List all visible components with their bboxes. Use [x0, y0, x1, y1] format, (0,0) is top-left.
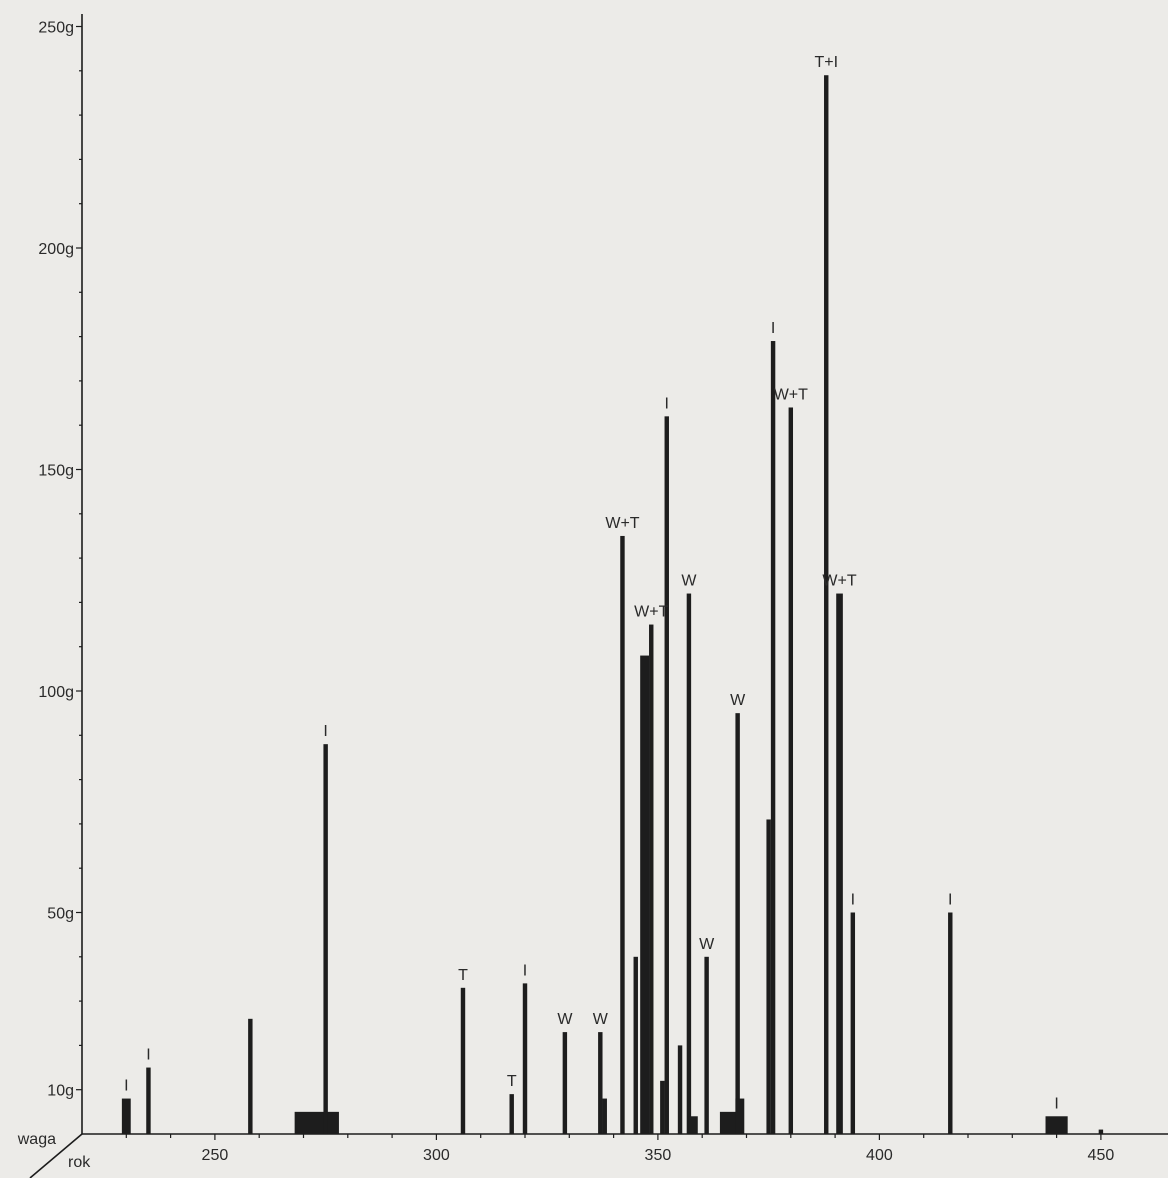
bar-label: I: [323, 723, 327, 740]
bar-label: T: [458, 967, 468, 984]
y-ticks: 10g 50g 100g 150g 200g 250g: [38, 20, 82, 1100]
bar-label: I: [523, 962, 527, 979]
bar: [688, 1116, 698, 1134]
bar: [850, 912, 856, 1134]
bar: [719, 1111, 738, 1134]
bar-labels: I I I T T I W W W+T W+T I W W W I W+T T+I W+T I I I: [124, 54, 1059, 1112]
bar: [824, 75, 829, 1135]
bar-label: W: [593, 1011, 609, 1028]
bar: [836, 593, 843, 1134]
x-tick-label: 350: [645, 1147, 672, 1164]
bar-label: I: [665, 395, 669, 412]
bar: [1045, 1116, 1068, 1134]
bars: [121, 75, 1104, 1135]
bar: [146, 1067, 151, 1134]
x-tick-label: 300: [423, 1147, 450, 1164]
bar: [770, 341, 776, 1134]
bar: [562, 1032, 568, 1134]
bar-label: W: [681, 573, 697, 590]
x-tick-label: 400: [866, 1147, 893, 1164]
x-axis-name: rok: [68, 1154, 91, 1171]
bar: [735, 713, 740, 1134]
bar: [788, 407, 794, 1135]
bar: [649, 624, 654, 1134]
bar: [323, 744, 328, 1134]
bar-label: I: [146, 1047, 150, 1064]
bar-label: T: [507, 1073, 517, 1090]
bar-label: W+T: [605, 515, 639, 532]
bar: [121, 1098, 131, 1134]
y-axis-name: waga: [17, 1131, 56, 1148]
bar-label: W: [730, 692, 746, 709]
bar-label: W+T: [822, 573, 856, 590]
bar: [677, 1045, 683, 1134]
bar: [248, 1018, 253, 1134]
x-tick-label: 450: [1088, 1147, 1115, 1164]
bar: [1098, 1129, 1104, 1134]
bar: [602, 1098, 607, 1134]
bar: [620, 535, 625, 1134]
bar-label: W: [699, 936, 715, 953]
bar: [664, 416, 669, 1135]
y-tick-label: 250g: [38, 20, 74, 37]
y-tick-label: 150g: [38, 463, 74, 480]
bar-label: I: [771, 320, 775, 337]
bar: [686, 593, 692, 1134]
bar: [294, 1111, 339, 1134]
bar: [633, 956, 638, 1134]
bar: [460, 987, 466, 1134]
bar: [522, 983, 528, 1134]
x-tick-label: 250: [202, 1147, 229, 1164]
bar: [948, 912, 953, 1134]
bar-label: I: [1054, 1095, 1058, 1112]
bar-label: I: [851, 892, 855, 909]
bar: [735, 1098, 745, 1134]
y-tick-label: 100g: [38, 684, 74, 701]
bar: [660, 1080, 665, 1134]
y-tick-label: 10g: [47, 1083, 74, 1100]
bar: [704, 956, 709, 1134]
bar-label: W+T: [634, 604, 668, 621]
oblique-axis-line: [29, 1133, 83, 1178]
x-ticks: 250 300 350 400 450: [125, 1134, 1115, 1164]
bar-label: T+I: [814, 54, 838, 71]
bar-label: I: [124, 1078, 128, 1095]
bar: [598, 1032, 603, 1134]
bar: [766, 819, 771, 1134]
y-tick-label: 50g: [47, 906, 74, 923]
bar-label: W: [557, 1011, 573, 1028]
bar: [509, 1094, 514, 1134]
bar-label: I: [948, 892, 952, 909]
bar: [640, 655, 650, 1134]
y-tick-label: 200g: [38, 241, 74, 258]
bar-label: W+T: [774, 386, 808, 403]
